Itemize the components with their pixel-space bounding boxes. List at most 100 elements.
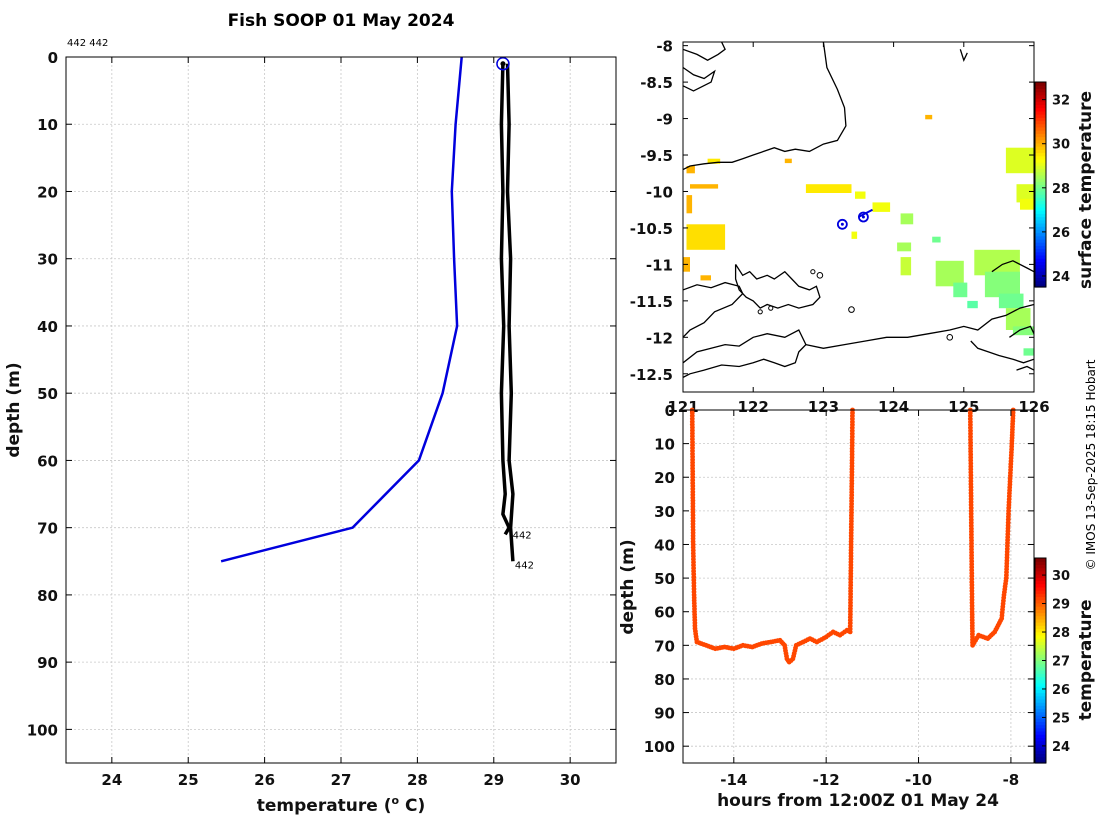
map-colorbar-band bbox=[1035, 104, 1046, 109]
map-colorbar-tick-label: 32 bbox=[1052, 94, 1070, 109]
lat-tick-label: -11 bbox=[646, 256, 673, 274]
map-colorbar-band bbox=[1035, 270, 1046, 275]
map-colorbar-band bbox=[1035, 174, 1046, 179]
profile-end-label: 442 bbox=[513, 530, 532, 541]
profile-line bbox=[499, 63, 511, 536]
temp-colorbar-band bbox=[1035, 644, 1046, 649]
map-colorbar-band bbox=[1035, 190, 1046, 195]
temp-colorbar-band bbox=[1035, 577, 1046, 582]
island bbox=[768, 305, 774, 311]
x-tick-label: 29 bbox=[483, 771, 504, 789]
map-colorbar-band bbox=[1035, 229, 1046, 234]
map-colorbar-band bbox=[1035, 158, 1046, 163]
lat-tick-label: -10.5 bbox=[630, 220, 673, 238]
temp-colorbar-band bbox=[1035, 705, 1046, 710]
y-tick-label: 60 bbox=[37, 452, 58, 470]
coastline bbox=[734, 264, 821, 309]
temp-colorbar-band bbox=[1035, 599, 1046, 604]
temp-colorbar-band bbox=[1035, 682, 1046, 687]
map-colorbar-band bbox=[1035, 238, 1046, 243]
map-colorbar-band bbox=[1035, 226, 1046, 230]
map-colorbar-band bbox=[1035, 107, 1046, 112]
time-tick-label: -10 bbox=[905, 771, 932, 789]
map-colorbar-band bbox=[1035, 152, 1046, 157]
map-colorbar-band bbox=[1035, 251, 1046, 256]
sst-patch bbox=[1023, 348, 1034, 356]
temp-colorbar-band bbox=[1035, 750, 1046, 754]
depth-tick-label: 70 bbox=[654, 637, 675, 655]
depth-tick-label: 30 bbox=[654, 503, 675, 521]
map-colorbar-band bbox=[1035, 232, 1046, 237]
lon-tick-label: 125 bbox=[948, 398, 979, 416]
depth-tick-label: 80 bbox=[654, 671, 675, 689]
temp-colorbar-band bbox=[1035, 602, 1046, 607]
map-colorbar-band bbox=[1035, 206, 1046, 211]
profile-start-dot bbox=[500, 61, 506, 67]
temp-colorbar-band bbox=[1035, 570, 1046, 575]
lat-tick-label: -8.5 bbox=[640, 74, 673, 92]
map-colorbar-band bbox=[1035, 149, 1046, 154]
map-colorbar-band bbox=[1035, 123, 1046, 128]
profile-line bbox=[505, 63, 515, 562]
map-colorbar-band bbox=[1035, 155, 1046, 160]
temp-colorbar-tick-label: 26 bbox=[1052, 683, 1070, 698]
sst-patch bbox=[784, 158, 792, 164]
sst-patch bbox=[900, 213, 914, 225]
temp-colorbar-band bbox=[1035, 702, 1046, 706]
temp-colorbar-band bbox=[1035, 759, 1046, 764]
map-colorbar-band bbox=[1035, 110, 1046, 115]
temp-colorbar-band bbox=[1035, 737, 1046, 742]
temp-colorbar-tick-label: 24 bbox=[1052, 740, 1070, 755]
map-colorbar-band bbox=[1035, 242, 1046, 246]
map-colorbar-band bbox=[1035, 194, 1046, 198]
lon-tick-label: 123 bbox=[808, 398, 839, 416]
map-colorbar-band bbox=[1035, 200, 1046, 205]
sst-patch bbox=[935, 260, 964, 287]
map-colorbar-band bbox=[1035, 146, 1046, 150]
map-colorbar-band bbox=[1035, 280, 1046, 285]
island bbox=[810, 269, 816, 275]
temp-colorbar-tick-label: 25 bbox=[1052, 711, 1070, 726]
map-colorbar-band bbox=[1035, 216, 1046, 221]
y-tick-label: 100 bbox=[27, 721, 58, 739]
lat-tick-label: -12 bbox=[646, 329, 673, 347]
profile-location-marker bbox=[858, 211, 869, 223]
map-colorbar-band bbox=[1035, 142, 1046, 147]
island bbox=[848, 306, 855, 313]
map-colorbar-band bbox=[1035, 264, 1046, 269]
y-tick-label: 0 bbox=[48, 49, 58, 67]
sst-patch bbox=[700, 275, 711, 281]
temp-colorbar-band bbox=[1035, 727, 1046, 732]
sst-patch bbox=[707, 158, 721, 164]
profile-start-marker bbox=[496, 56, 510, 71]
map-colorbar-band bbox=[1035, 245, 1046, 250]
map-colorbar-band bbox=[1035, 114, 1046, 118]
map-colorbar-band bbox=[1035, 248, 1046, 253]
sst-patch bbox=[1020, 198, 1034, 210]
y-tick-label: 80 bbox=[37, 587, 58, 605]
temp-colorbar-band bbox=[1035, 724, 1046, 729]
lat-tick-label: -8 bbox=[656, 38, 673, 56]
map-colorbar-band bbox=[1035, 133, 1046, 138]
map-colorbar-band bbox=[1035, 178, 1046, 182]
temp-colorbar-band bbox=[1035, 660, 1046, 665]
temp-colorbar-band bbox=[1035, 657, 1046, 662]
y-tick-label: 10 bbox=[37, 116, 58, 134]
coastline bbox=[970, 340, 1034, 364]
x-tick-label: 27 bbox=[331, 771, 352, 789]
temp-colorbar-band bbox=[1035, 561, 1046, 565]
temp-colorbar-tick-label: 27 bbox=[1052, 655, 1070, 670]
coastline bbox=[683, 329, 807, 378]
sst-patch bbox=[953, 282, 968, 298]
temp-colorbar-band bbox=[1035, 574, 1046, 578]
x-tick-label: 24 bbox=[101, 771, 122, 789]
map-colorbar-band bbox=[1035, 213, 1046, 218]
x-axis-label: temperature (o C) bbox=[257, 794, 426, 816]
y-tick-label: 40 bbox=[37, 318, 58, 336]
map-colorbar-frame bbox=[1034, 81, 1047, 288]
lat-tick-label: -11.5 bbox=[630, 293, 673, 311]
profile-location-dot bbox=[861, 215, 865, 219]
map-colorbar-band bbox=[1035, 187, 1046, 192]
temp-colorbar-band bbox=[1035, 666, 1046, 671]
